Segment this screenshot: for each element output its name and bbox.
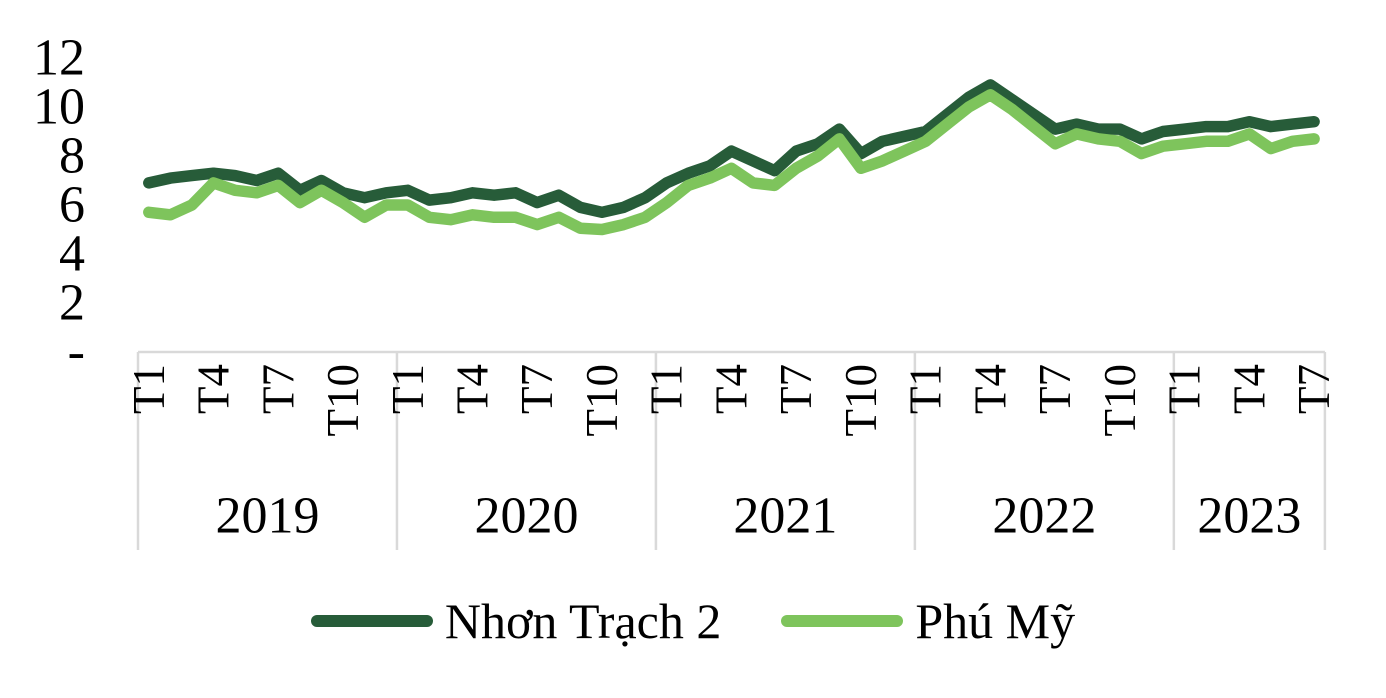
x-axis-month-label: T1 [124, 364, 174, 414]
x-axis-month-label: T4 [447, 364, 497, 414]
x-axis-month-label: T4 [965, 364, 1015, 414]
legend-label-nhon-trach-2: Nhơn Trạch 2 [444, 593, 722, 649]
y-axis-tick-label: 8 [59, 128, 85, 185]
x-axis-month-label: T10 [577, 364, 627, 437]
x-axis-month-label: T10 [836, 364, 886, 437]
y-axis-tick-label: - [68, 324, 85, 381]
legend-swatch-light-green [781, 615, 904, 627]
x-axis-year-label: 2019 [215, 488, 319, 545]
x-axis-month-label: T7 [1289, 364, 1339, 414]
y-axis-tick-label: 6 [59, 177, 85, 234]
legend: Nhơn Trạch 2 Phú Mỹ [0, 596, 1386, 646]
series-line-nhon-trach-2 [143, 79, 1320, 219]
y-axis-tick-label: 2 [59, 275, 85, 332]
x-axis-month-label: T4 [1224, 364, 1274, 414]
x-axis-month-label: T10 [1095, 364, 1145, 437]
x-axis-year-label: 2023 [1197, 488, 1301, 545]
x-axis-month-label: T7 [771, 364, 821, 414]
y-axis-tick-label: 12 [33, 30, 85, 87]
x-axis-month-label: T1 [1160, 364, 1210, 414]
x-axis-year-label: 2021 [733, 488, 837, 545]
legend-item-phu-my: Phú Mỹ [781, 596, 1075, 646]
x-axis-month-label: T4 [189, 364, 239, 414]
legend-label-phu-my: Phú Mỹ [915, 593, 1076, 649]
y-axis-tick-label: 4 [59, 226, 85, 283]
legend-swatch-dark-green [310, 615, 433, 627]
x-axis-year-label: 2020 [474, 488, 578, 545]
x-axis-month-label: T7 [1030, 364, 1080, 414]
x-axis-month-label: T7 [253, 364, 303, 414]
x-axis-month-label: T1 [901, 364, 951, 414]
x-axis-month-label: T7 [512, 364, 562, 414]
x-axis-month-label: T10 [318, 364, 368, 437]
series-line-phu-my [143, 89, 1320, 236]
y-axis-tick-label: 10 [33, 79, 85, 136]
x-axis-month-label: T1 [642, 364, 692, 414]
legend-item-nhon-trach-2: Nhơn Trạch 2 [310, 593, 722, 649]
x-axis-month-label: T4 [706, 364, 756, 414]
x-axis-year-label: 2022 [992, 488, 1096, 545]
x-axis-month-label: T1 [383, 364, 433, 414]
